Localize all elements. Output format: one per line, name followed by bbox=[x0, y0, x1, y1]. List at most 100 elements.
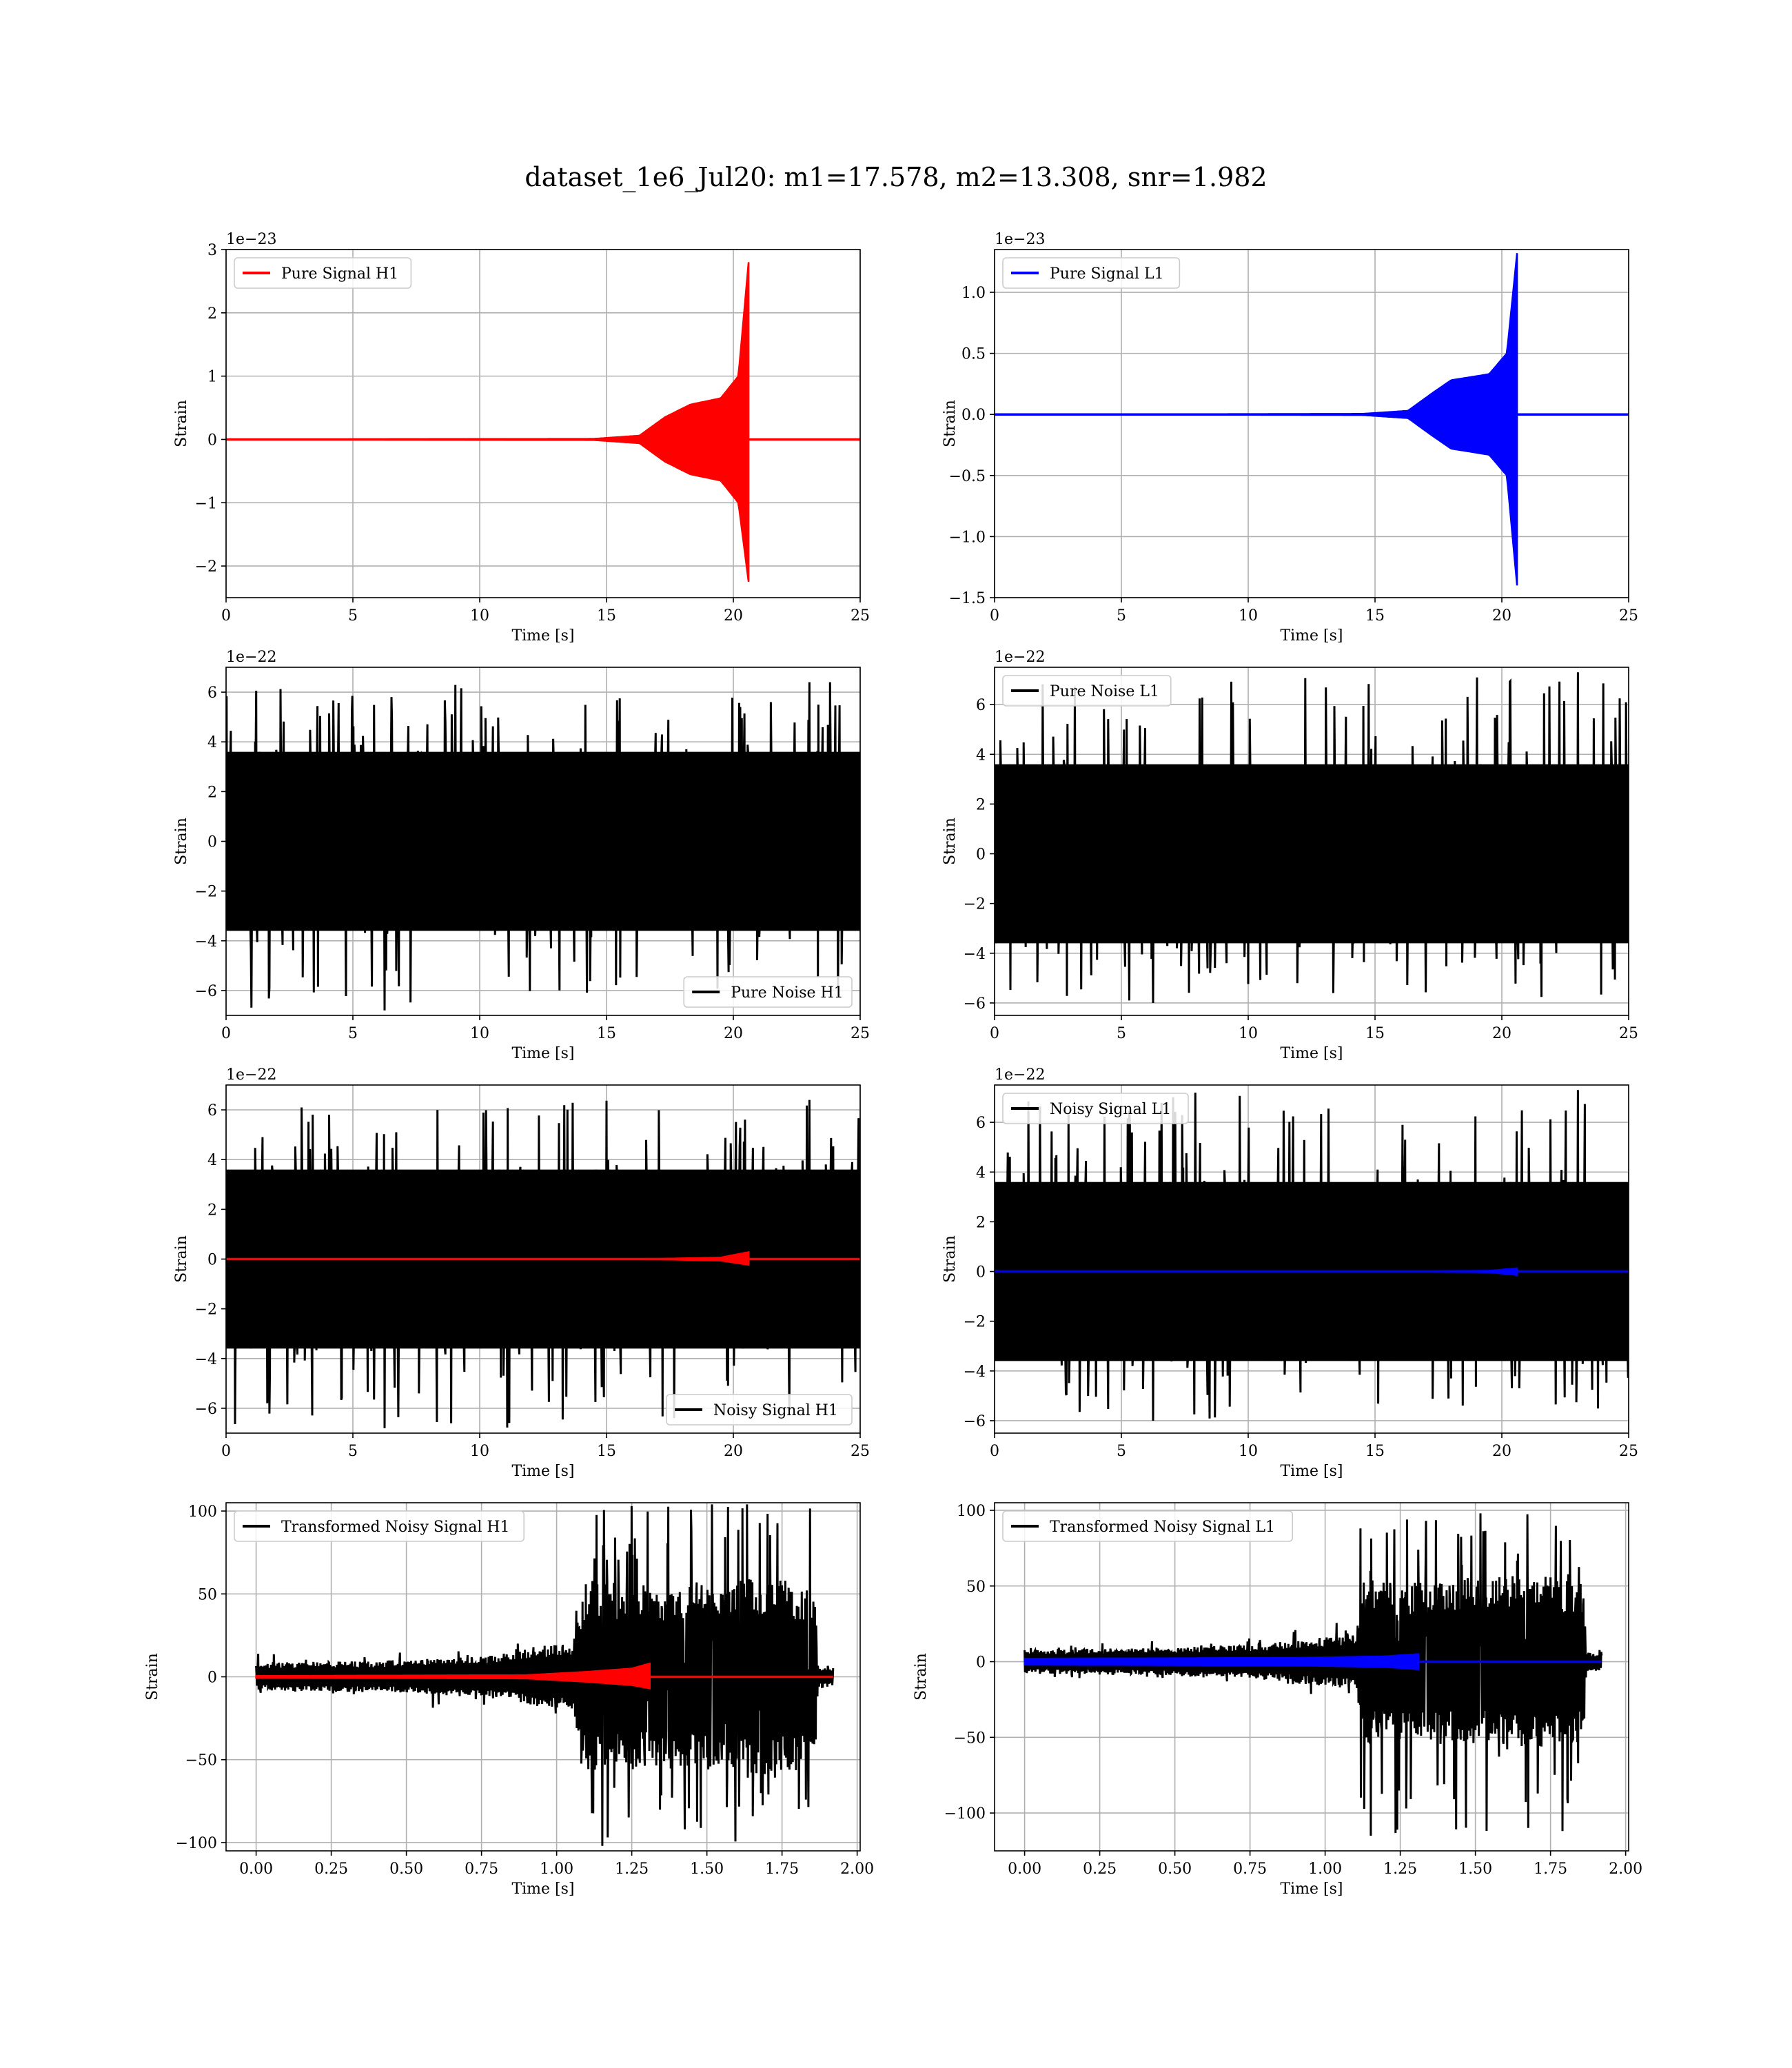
pure-signal-l1-ylabel: Strain bbox=[941, 400, 959, 447]
pure-noise-l1-axes: 0 5 10 15 20 25 −6 −4 −2 0 2 4 6 Time [s] Strain 1e−22 P… bbox=[941, 649, 1638, 1062]
y-tick-label: 3 bbox=[207, 242, 217, 259]
x-tick-label: 0 bbox=[990, 607, 999, 625]
legend-box bbox=[234, 1510, 525, 1542]
pure-noise-h1-ylabel: Strain bbox=[173, 818, 190, 865]
noise-band bbox=[995, 764, 1629, 944]
x-tick-label: 10 bbox=[1239, 607, 1258, 625]
x-tick-label: 2.00 bbox=[840, 1861, 874, 1878]
pure-noise-h1-ticks: 0 5 10 15 20 25 −6 −4 −2 0 2 4 6 bbox=[195, 685, 870, 1042]
noisy-signal-h1-ticks: 0 5 10 15 20 25 −6 −4 −2 0 2 4 6 bbox=[195, 1102, 870, 1460]
x-tick-label: 10 bbox=[1239, 1025, 1258, 1042]
x-tick-label: 15 bbox=[1365, 1025, 1385, 1042]
transformed-noise-series-line bbox=[1024, 1513, 1603, 1836]
pure-signal-l1-offset-text: 1e−23 bbox=[995, 231, 1045, 248]
transformed-noisy-signal-h1-ylabel: Strain bbox=[144, 1653, 161, 1701]
legend-entry: Transformed Noisy Signal H1 bbox=[281, 1519, 510, 1536]
x-tick-label: 0 bbox=[990, 1025, 999, 1042]
x-tick-label: 5 bbox=[1117, 1025, 1126, 1042]
y-tick-label: 4 bbox=[976, 747, 986, 764]
noisy-signal-h1-series bbox=[226, 1099, 860, 1428]
y-tick-label: 2 bbox=[207, 784, 217, 801]
x-tick-label: 5 bbox=[348, 607, 358, 625]
x-tick-label: 0.00 bbox=[239, 1861, 273, 1878]
pure-noise-l1-offset-text: 1e−22 bbox=[995, 649, 1045, 666]
x-tick-label: 25 bbox=[1619, 1025, 1638, 1042]
y-tick-label: −1 bbox=[195, 495, 217, 512]
x-tick-label: 15 bbox=[1365, 607, 1385, 625]
pure-signal-l1-ticks: 0 5 10 15 20 25 −1.5 −1.0 −0.5 0.0 0.5 1.0 bbox=[949, 285, 1638, 625]
x-tick-label: 0 bbox=[221, 1025, 231, 1042]
x-tick-label: 0 bbox=[990, 1443, 999, 1460]
transformed-noisy-signal-l1-legend: Transformed Noisy Signal L1 bbox=[1002, 1510, 1294, 1542]
y-tick-label: 2 bbox=[976, 1214, 986, 1231]
pure-signal-l1-legend: Pure Signal L1 bbox=[1002, 257, 1181, 289]
y-tick-label: −6 bbox=[964, 995, 986, 1013]
y-tick-label: 0.5 bbox=[961, 346, 986, 363]
x-tick-label: 10 bbox=[470, 607, 489, 625]
noisy-signal-h1-xlabel: Time [s] bbox=[511, 1463, 574, 1480]
y-tick-label: 4 bbox=[976, 1164, 986, 1182]
x-tick-label: 25 bbox=[851, 1025, 870, 1042]
x-tick-label: 1.25 bbox=[1383, 1861, 1417, 1878]
y-tick-label: 4 bbox=[207, 734, 217, 751]
x-tick-label: 1.25 bbox=[615, 1861, 649, 1878]
pure-signal-h1-grid bbox=[225, 249, 861, 598]
y-tick-label: −4 bbox=[964, 1364, 986, 1381]
legend-box bbox=[1002, 1093, 1189, 1124]
x-tick-label: 15 bbox=[1365, 1443, 1385, 1460]
transformed-noisy-signal-l1-ylabel: Strain bbox=[913, 1653, 930, 1701]
y-tick-label: 0 bbox=[976, 847, 986, 864]
y-tick-label: 50 bbox=[966, 1579, 986, 1596]
noisy-signal-l1-legend: Noisy Signal L1 bbox=[1002, 1093, 1189, 1124]
pure-noise-l1-legend: Pure Noise L1 bbox=[1002, 675, 1172, 707]
transformed-noisy-signal-h1-legend: Transformed Noisy Signal H1 bbox=[234, 1510, 525, 1542]
x-tick-label: 0 bbox=[221, 607, 231, 625]
pure-signal-l1-series bbox=[995, 253, 1629, 586]
noisy-signal-l1-ticks: 0 5 10 15 20 25 −6 −4 −2 0 2 4 6 bbox=[964, 1115, 1638, 1460]
y-tick-label: −50 bbox=[954, 1730, 986, 1747]
x-tick-label: 5 bbox=[348, 1443, 358, 1460]
x-tick-label: 1.00 bbox=[540, 1861, 573, 1878]
noisy-signal-l1-series bbox=[995, 1090, 1629, 1421]
pure-noise-l1-xlabel: Time [s] bbox=[1280, 1045, 1343, 1062]
y-tick-label: 1 bbox=[207, 369, 217, 386]
legend-entry: Noisy Signal L1 bbox=[1050, 1101, 1171, 1118]
y-tick-label: 100 bbox=[957, 1503, 986, 1520]
x-tick-label: 1.50 bbox=[1458, 1861, 1492, 1878]
noisy-signal-l1-ylabel: Strain bbox=[941, 1235, 959, 1283]
transformed-noisy-signal-h1-xlabel: Time [s] bbox=[511, 1881, 574, 1898]
x-tick-label: 15 bbox=[597, 607, 616, 625]
x-tick-label: 10 bbox=[1239, 1443, 1258, 1460]
pure-signal-l1-xlabel: Time [s] bbox=[1280, 627, 1343, 645]
x-tick-label: 1.75 bbox=[1534, 1861, 1567, 1878]
noisy-signal-l1-offset-text: 1e−22 bbox=[995, 1066, 1045, 1084]
y-tick-label: −6 bbox=[964, 1413, 986, 1430]
x-tick-label: 2.00 bbox=[1609, 1861, 1642, 1878]
y-tick-label: 4 bbox=[207, 1152, 217, 1169]
legend-entry: Pure Signal H1 bbox=[281, 265, 398, 283]
x-tick-label: 0 bbox=[221, 1443, 231, 1460]
transformed-noisy-signal-l1-series bbox=[1024, 1513, 1603, 1836]
y-tick-label: −2 bbox=[964, 1314, 986, 1331]
pure-noise-l1-frame bbox=[994, 667, 1629, 1016]
y-tick-label: 6 bbox=[207, 1102, 217, 1119]
y-tick-label: 2 bbox=[207, 1202, 217, 1219]
pure-signal-h1-series bbox=[226, 262, 860, 582]
x-tick-label: 25 bbox=[1619, 1443, 1638, 1460]
x-tick-label: 15 bbox=[597, 1025, 616, 1042]
legend-entry: Pure Noise H1 bbox=[731, 984, 844, 1002]
x-tick-label: 0.00 bbox=[1008, 1861, 1041, 1878]
y-tick-label: −6 bbox=[195, 1401, 217, 1418]
y-tick-label: −2 bbox=[195, 884, 217, 901]
x-tick-label: 20 bbox=[724, 607, 743, 625]
pure-signal-l1-axes: 0 5 10 15 20 25 −1.5 −1.0 −0.5 0.0 0.5 1.0 Time [s] S… bbox=[941, 231, 1638, 645]
x-tick-label: 5 bbox=[1117, 607, 1126, 625]
y-tick-label: 0 bbox=[976, 1264, 986, 1281]
y-tick-label: 100 bbox=[188, 1503, 217, 1521]
legend-entry: Pure Signal L1 bbox=[1050, 265, 1164, 283]
y-tick-label: −100 bbox=[176, 1835, 217, 1852]
pure-noise-h1-offset-text: 1e−22 bbox=[226, 649, 276, 666]
pure-signal-h1-offset-text: 1e−23 bbox=[226, 231, 276, 248]
legend-box bbox=[1002, 675, 1172, 707]
